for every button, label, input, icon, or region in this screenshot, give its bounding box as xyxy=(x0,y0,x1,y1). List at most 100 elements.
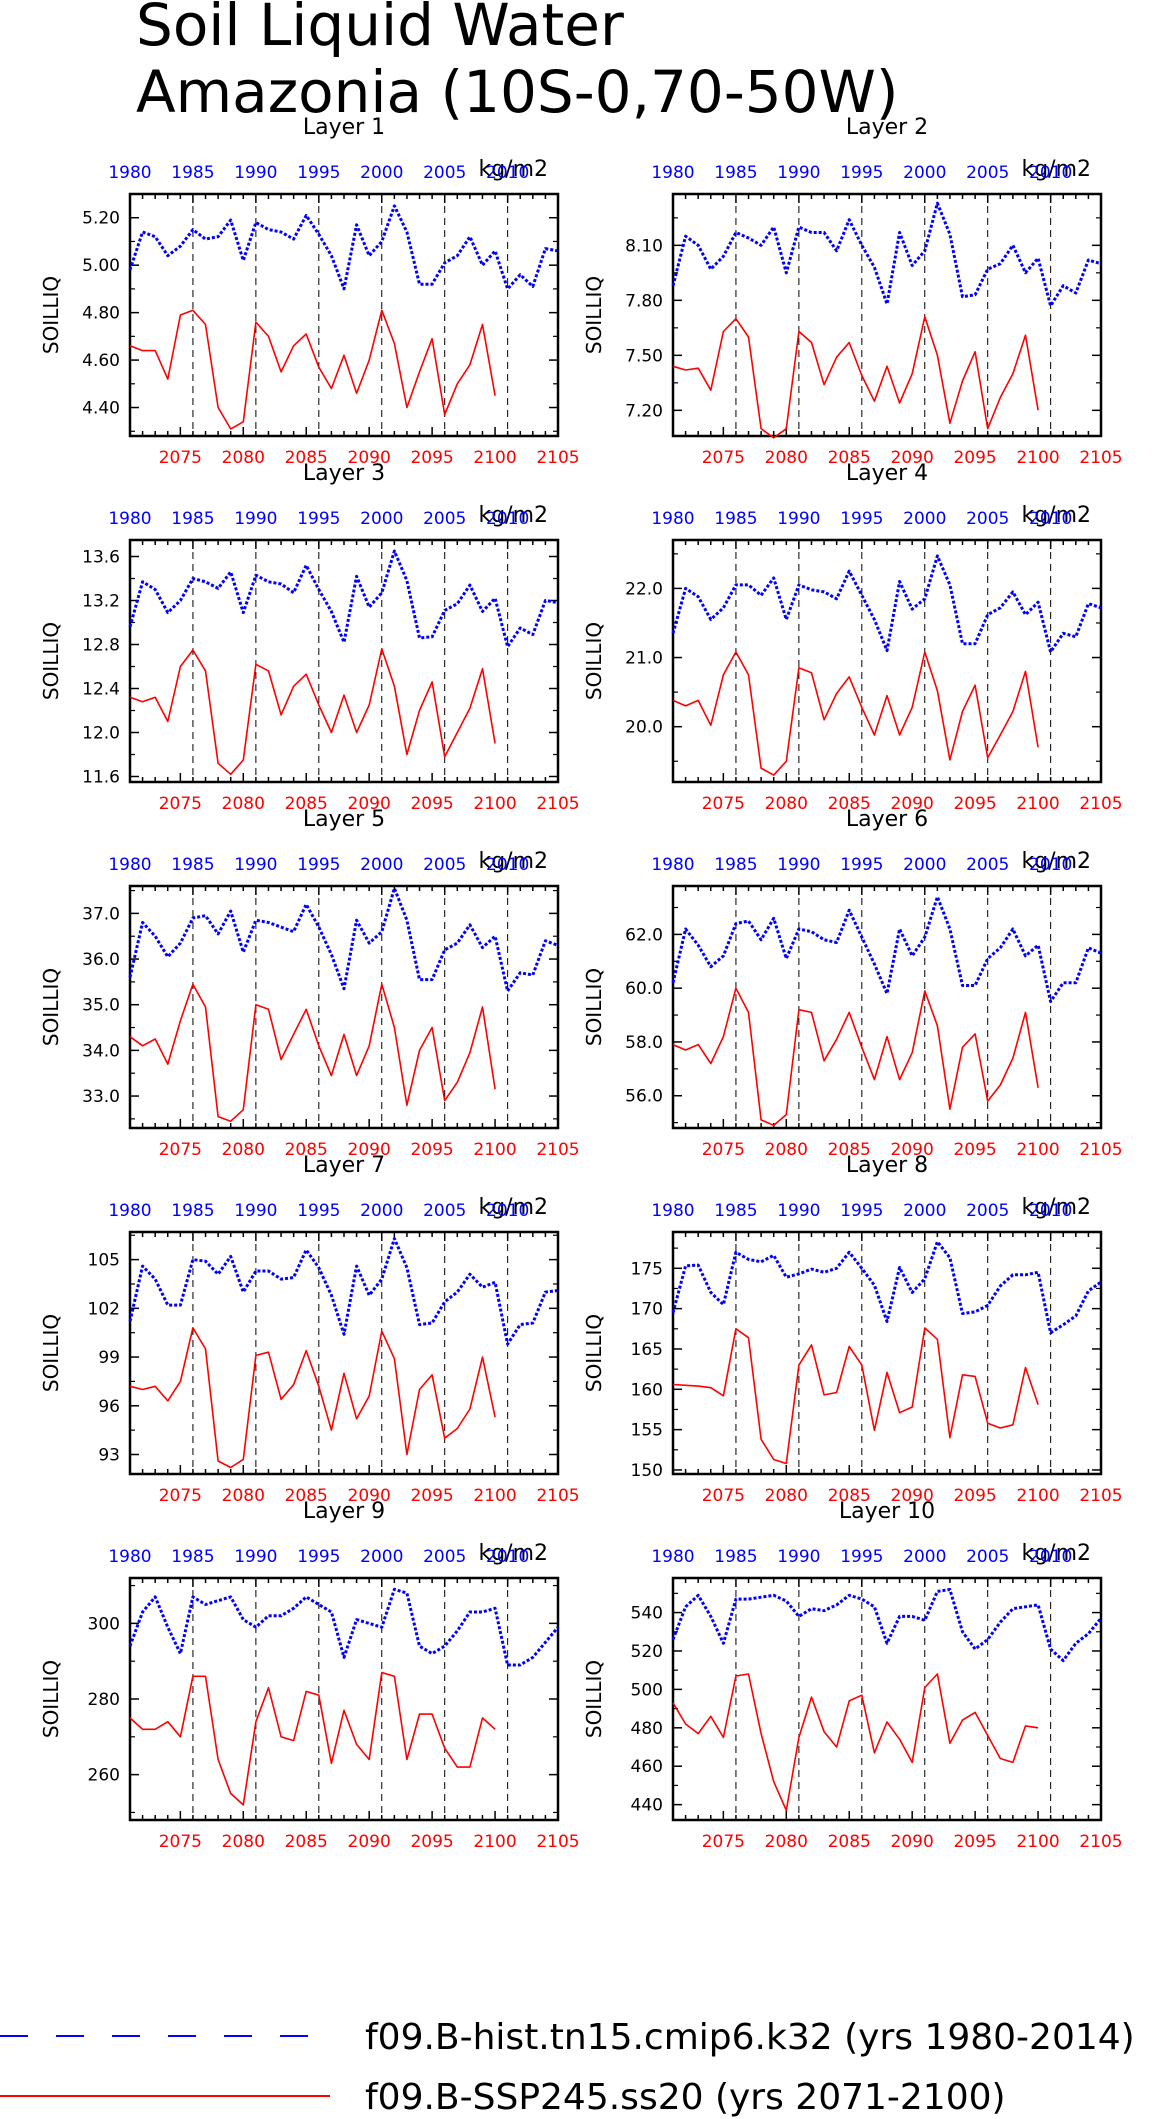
y-tick-label: 8.10 xyxy=(625,236,663,256)
y-tick-label: 102 xyxy=(88,1299,120,1319)
panel-title: Layer 2 xyxy=(846,115,928,140)
x-bottom-tick-label: 2100 xyxy=(473,794,516,814)
x-top-tick-label: 1980 xyxy=(651,1201,694,1221)
x-top-tick-label: 1990 xyxy=(234,855,277,875)
x-top-tick-label: 1980 xyxy=(108,1201,151,1221)
units-label: kg/m2 xyxy=(478,1541,548,1566)
x-bottom-tick-label: 2095 xyxy=(410,1140,453,1160)
series-line-ssp xyxy=(672,1673,1039,1812)
x-top-tick-label: 2000 xyxy=(903,1201,946,1221)
x-top-tick-label: 2000 xyxy=(903,1547,946,1567)
y-tick-label: 7.50 xyxy=(625,346,663,366)
series-line-hist xyxy=(671,201,1102,308)
x-top-tick-label: 1990 xyxy=(234,509,277,529)
x-bottom-tick-label: 2100 xyxy=(1016,794,1059,814)
y-tick-label: 460 xyxy=(631,1757,663,1777)
x-bottom-tick-label: 2075 xyxy=(159,448,202,468)
x-top-tick-label: 1990 xyxy=(234,163,277,183)
legend: f09.B-hist.tn15.cmip6.k32 (yrs 1980-2014… xyxy=(0,2017,1135,2118)
y-tick-label: 12.0 xyxy=(82,724,120,744)
x-bottom-tick-label: 2095 xyxy=(410,1486,453,1506)
x-top-tick-label: 1980 xyxy=(651,855,694,875)
panel-layer-6: Layer 6 kg/m2 SOILLIQ 2075 2080 2085 2090 2095 2… xyxy=(582,807,1123,1160)
x-bottom-tick-label: 2075 xyxy=(702,1486,745,1506)
x-top-tick-label: 2005 xyxy=(423,1547,466,1567)
y-tick-label: 96 xyxy=(98,1397,120,1417)
series-line-hist xyxy=(671,554,1102,654)
y-tick-label: 36.0 xyxy=(82,950,120,970)
x-bottom-tick-label: 2090 xyxy=(891,448,934,468)
x-top-tick-label: 1995 xyxy=(297,855,340,875)
x-top-tick-label: 1995 xyxy=(297,1201,340,1221)
y-tick-label: 34.0 xyxy=(82,1041,120,1061)
x-bottom-tick-label: 2080 xyxy=(222,1832,265,1852)
x-bottom-tick-label: 2075 xyxy=(159,794,202,814)
y-tick-label: 4.60 xyxy=(82,351,120,371)
x-bottom-tick-label: 2105 xyxy=(1079,1832,1122,1852)
x-bottom-tick-label: 2085 xyxy=(828,448,871,468)
x-top-tick-label: 1985 xyxy=(714,1547,757,1567)
x-bottom-tick-label: 2095 xyxy=(410,794,453,814)
x-top-tick-label: 2005 xyxy=(423,163,466,183)
y-tick-label: 105 xyxy=(88,1251,120,1271)
x-top-tick-label: 2000 xyxy=(903,855,946,875)
y-axis-label: SOILLIQ xyxy=(582,622,606,700)
x-bottom-tick-label: 2100 xyxy=(1016,1486,1059,1506)
y-tick-label: 280 xyxy=(88,1690,120,1710)
x-top-tick-label: 2005 xyxy=(966,1201,1009,1221)
x-top-tick-label: 1990 xyxy=(777,1201,820,1221)
x-bottom-tick-label: 2105 xyxy=(536,1832,579,1852)
y-tick-label: 160 xyxy=(631,1380,663,1400)
x-top-tick-label: 1980 xyxy=(108,509,151,529)
x-top-tick-label: 1995 xyxy=(840,855,883,875)
y-axis-label: SOILLIQ xyxy=(39,276,63,354)
x-top-tick-label: 1995 xyxy=(840,1201,883,1221)
panel-layer-9: Layer 9 kg/m2 SOILLIQ 2075 2080 2085 2090 2095 2… xyxy=(39,1499,580,1852)
x-top-tick-label: 2010 xyxy=(1029,1547,1072,1567)
units-label: kg/m2 xyxy=(1021,849,1091,874)
legend-label-ssp: f09.B-SSP245.ss20 (yrs 2071-2100) xyxy=(365,2077,1006,2118)
panel-title: Layer 3 xyxy=(303,461,385,486)
x-bottom-tick-label: 2090 xyxy=(891,794,934,814)
x-bottom-tick-label: 2075 xyxy=(159,1486,202,1506)
x-bottom-tick-label: 2100 xyxy=(473,1140,516,1160)
y-tick-label: 62.0 xyxy=(625,925,663,945)
panel-layer-10: Layer 10 kg/m2 SOILLIQ 2075 2080 2085 2090 2095… xyxy=(582,1499,1123,1852)
series-line-ssp xyxy=(129,983,496,1122)
x-bottom-tick-label: 2095 xyxy=(953,1140,996,1160)
x-bottom-tick-label: 2090 xyxy=(348,794,391,814)
x-bottom-tick-label: 2105 xyxy=(536,794,579,814)
x-top-tick-label: 1995 xyxy=(297,509,340,529)
legend-label-hist: f09.B-hist.tn15.cmip6.k32 (yrs 1980-2014… xyxy=(365,2017,1135,2058)
x-top-tick-label: 1990 xyxy=(777,509,820,529)
x-bottom-tick-label: 2105 xyxy=(536,1486,579,1506)
panel-layer-1: Layer 1 kg/m2 SOILLIQ 2075 2080 2085 2090 2095 2… xyxy=(39,115,580,468)
x-top-tick-label: 2010 xyxy=(1029,1201,1072,1221)
series-line-ssp xyxy=(672,1327,1039,1465)
x-top-tick-label: 2010 xyxy=(486,163,529,183)
units-label: kg/m2 xyxy=(1021,157,1091,182)
x-bottom-tick-label: 2090 xyxy=(891,1140,934,1160)
x-bottom-tick-label: 2095 xyxy=(953,794,996,814)
y-tick-label: 60.0 xyxy=(625,979,663,999)
x-top-tick-label: 2000 xyxy=(360,855,403,875)
panel-title: Layer 7 xyxy=(303,1153,385,1178)
y-axis-label: SOILLIQ xyxy=(582,1660,606,1738)
x-top-tick-label: 1985 xyxy=(714,509,757,529)
panel-layer-3: Layer 3 kg/m2 SOILLIQ 2075 2080 2085 2090 2095 2… xyxy=(39,461,580,814)
x-top-tick-label: 1985 xyxy=(714,163,757,183)
y-tick-label: 500 xyxy=(631,1680,663,1700)
x-top-tick-label: 1980 xyxy=(108,163,151,183)
x-top-tick-label: 2010 xyxy=(486,1547,529,1567)
x-bottom-tick-label: 2085 xyxy=(285,794,328,814)
y-tick-label: 5.00 xyxy=(82,256,120,276)
y-tick-label: 7.80 xyxy=(625,291,663,311)
y-tick-label: 540 xyxy=(631,1604,663,1624)
y-tick-label: 12.8 xyxy=(82,636,120,656)
x-bottom-tick-label: 2105 xyxy=(1079,794,1122,814)
panel-title: Layer 8 xyxy=(846,1153,928,1178)
x-bottom-tick-label: 2080 xyxy=(765,1140,808,1160)
x-top-tick-label: 1985 xyxy=(171,1547,214,1567)
